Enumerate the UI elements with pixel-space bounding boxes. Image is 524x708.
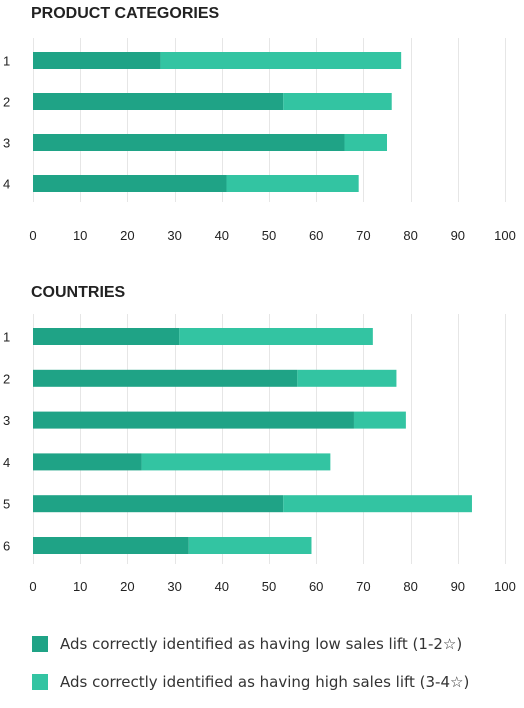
chart-1-bar-1-low [33, 52, 161, 69]
chart-2-category-label-2: 2 [3, 371, 10, 386]
chart-1-bar-4-low [33, 175, 227, 192]
chart-1-title: PRODUCT CATEGORIES [31, 5, 219, 22]
chart-2-bar-4-high [141, 453, 331, 471]
chart-2-x-tick-0: 0 [29, 579, 36, 594]
chart-1-bar-1-high [160, 52, 402, 69]
chart-2-bar-6-high [188, 537, 312, 554]
chart-1-x-tick-60: 60 [309, 228, 323, 243]
chart-2-x-tick-40: 40 [215, 579, 229, 594]
chart-2-x-tick-70: 70 [356, 579, 370, 594]
chart-1-x-tick-10: 10 [73, 228, 87, 243]
chart-2-category-label-3: 3 [3, 413, 10, 428]
chart-2-bar-1-high [179, 328, 373, 345]
chart-2-x-tick-50: 50 [262, 579, 276, 594]
chart-2-x-tick-20: 20 [120, 579, 134, 594]
chart-2-bar-6-low [33, 537, 189, 554]
chart-1-bar-3-high [344, 134, 387, 151]
legend: Ads correctly identified as having low s… [32, 632, 469, 708]
chart-2-bar-2-high [297, 369, 397, 387]
chart-1-bar-2-low [33, 93, 284, 110]
legend-swatch-low [32, 636, 48, 652]
chart-2-bar-3-low [33, 411, 354, 429]
chart-2-category-label-5: 5 [3, 497, 10, 512]
chart-2-bar-2-low [33, 369, 298, 387]
chart-1-x-tick-30: 30 [167, 228, 181, 243]
chart-1-x-tick-40: 40 [215, 228, 229, 243]
chart-2-x-tick-90: 90 [451, 579, 465, 594]
chart-2-bar-5-low [33, 495, 284, 513]
chart-1-bar-2-high [283, 93, 392, 110]
chart-2-x-tick-10: 10 [73, 579, 87, 594]
chart-1-x-tick-80: 80 [403, 228, 417, 243]
legend-label-high: Ads correctly identified as having high … [60, 673, 470, 691]
chart-1-category-label-4: 4 [3, 177, 10, 192]
chart-2-category-label-4: 4 [3, 455, 10, 470]
chart-1-x-tick-20: 20 [120, 228, 134, 243]
chart-1: PRODUCT CATEGORIES 0 10 20 30 40 50 60 70 80 90 100… [3, 5, 516, 243]
chart-2-x-tick-100: 100 [494, 579, 516, 594]
chart-1-x-tick-90: 90 [451, 228, 465, 243]
chart-2-bar-4-low [33, 453, 142, 471]
chart-1-x-tick-0: 0 [29, 228, 36, 243]
chart-2-category-label-6: 6 [3, 539, 10, 554]
chart-2-bar-1-low [33, 328, 180, 345]
chart-2: COUNTRIES 0 10 20 30 40 50 60 70 80 90 100 1 2 3 4 5 6 [3, 284, 516, 594]
chart-1-x-tick-100: 100 [494, 228, 516, 243]
chart-2-title: COUNTRIES [31, 284, 126, 301]
legend-item-low: Ads correctly identified as having low s… [32, 632, 469, 656]
chart-2-category-label-1: 1 [3, 330, 10, 345]
chart-1-bar-4-high [226, 175, 359, 192]
chart-1-x-tick-50: 50 [262, 228, 276, 243]
legend-swatch-high [32, 674, 48, 690]
chart-2-bar-5-high [283, 495, 472, 513]
chart-1-bar-3-low [33, 134, 345, 151]
chart-1-category-label-1: 1 [3, 54, 10, 69]
legend-item-high: Ads correctly identified as having high … [32, 670, 469, 694]
chart-1-category-label-3: 3 [3, 136, 10, 151]
chart-2-x-tick-80: 80 [403, 579, 417, 594]
chart-1-category-label-2: 2 [3, 95, 10, 110]
chart-2-x-tick-60: 60 [309, 579, 323, 594]
chart-1-x-tick-70: 70 [356, 228, 370, 243]
legend-label-low: Ads correctly identified as having low s… [60, 635, 463, 653]
chart-2-bar-3-high [353, 411, 406, 429]
chart-2-x-tick-30: 30 [167, 579, 181, 594]
